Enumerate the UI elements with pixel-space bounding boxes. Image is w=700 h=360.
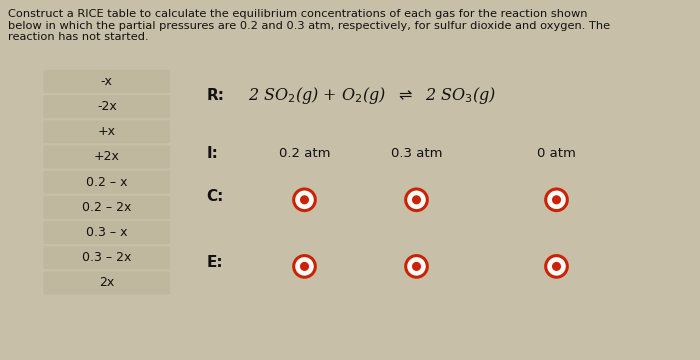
Text: 0.2 – x: 0.2 – x	[86, 176, 127, 189]
FancyBboxPatch shape	[43, 196, 170, 219]
Ellipse shape	[300, 195, 309, 204]
Text: -x: -x	[101, 75, 113, 88]
Text: 0 atm: 0 atm	[537, 147, 576, 159]
Text: 2 SO$_2$(g) + O$_2$(g)  $\rightleftharpoons$  2 SO$_3$(g): 2 SO$_2$(g) + O$_2$(g) $\rightleftharpoo…	[248, 85, 496, 106]
Text: E:: E:	[206, 255, 223, 270]
Ellipse shape	[406, 256, 427, 277]
FancyBboxPatch shape	[43, 271, 170, 294]
Text: +2x: +2x	[94, 150, 120, 163]
Ellipse shape	[412, 262, 421, 271]
Text: 2x: 2x	[99, 276, 114, 289]
Text: C:: C:	[206, 189, 224, 204]
Ellipse shape	[300, 262, 309, 271]
Text: +x: +x	[98, 125, 116, 138]
Ellipse shape	[546, 189, 567, 211]
Ellipse shape	[406, 189, 427, 211]
Text: I:: I:	[206, 145, 218, 161]
Text: 0.3 atm: 0.3 atm	[391, 147, 442, 159]
Ellipse shape	[552, 262, 561, 271]
FancyBboxPatch shape	[43, 70, 170, 93]
Text: Construct a RICE table to calculate the equilibrium concentrations of each gas f: Construct a RICE table to calculate the …	[8, 9, 610, 42]
FancyBboxPatch shape	[43, 145, 170, 168]
Text: -2x: -2x	[97, 100, 117, 113]
Text: 0.2 atm: 0.2 atm	[279, 147, 330, 159]
FancyBboxPatch shape	[43, 221, 170, 244]
Ellipse shape	[412, 195, 421, 204]
Text: 0.3 – x: 0.3 – x	[86, 226, 127, 239]
FancyBboxPatch shape	[43, 171, 170, 194]
FancyBboxPatch shape	[43, 95, 170, 118]
Ellipse shape	[552, 195, 561, 204]
Ellipse shape	[294, 256, 315, 277]
Ellipse shape	[294, 189, 315, 211]
Text: 0.2 – 2x: 0.2 – 2x	[82, 201, 132, 214]
Ellipse shape	[546, 256, 567, 277]
Text: R:: R:	[206, 88, 225, 103]
FancyBboxPatch shape	[43, 246, 170, 269]
Text: 0.3 – 2x: 0.3 – 2x	[82, 251, 132, 264]
FancyBboxPatch shape	[43, 120, 170, 143]
